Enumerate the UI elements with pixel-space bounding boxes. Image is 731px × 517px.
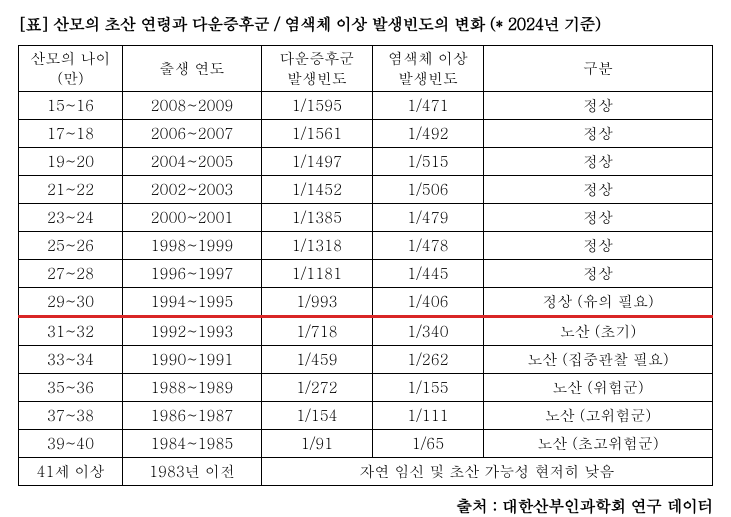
cell-down: 1/1595 bbox=[261, 92, 372, 120]
cell-chrom: 1/155 bbox=[372, 374, 483, 402]
cell-year: 2004~2005 bbox=[123, 148, 262, 176]
table-title: [표] 산모의 초산 연령과 다운증후군 / 염색체 이상 발생빈도의 변화 (… bbox=[18, 12, 713, 35]
cell-chrom: 1/478 bbox=[372, 232, 483, 260]
cell-age: 23~24 bbox=[19, 204, 123, 232]
cell-class: 노산 (초고위험군) bbox=[483, 430, 712, 458]
table-row: 39~401984~19851/911/65노산 (초고위험군) bbox=[19, 430, 713, 458]
table-row: 29~301994~19951/9931/406정상 (유의 필요) bbox=[19, 288, 713, 317]
cell-down: 1/91 bbox=[261, 430, 372, 458]
cell-class: 정상 bbox=[483, 204, 712, 232]
cell-class: 노산 (고위험군) bbox=[483, 402, 712, 430]
cell-chrom: 1/471 bbox=[372, 92, 483, 120]
cell-chrom: 1/340 bbox=[372, 317, 483, 346]
cell-chrom: 1/65 bbox=[372, 430, 483, 458]
cell-year: 1998~1999 bbox=[123, 232, 262, 260]
cell-age: 41세 이상 bbox=[19, 458, 123, 486]
table-row: 31~321992~19931/7181/340노산 (초기) bbox=[19, 317, 713, 346]
cell-age: 37~38 bbox=[19, 402, 123, 430]
table-row: 15~162008~20091/15951/471정상 bbox=[19, 92, 713, 120]
cell-class: 정상 bbox=[483, 92, 712, 120]
cell-chrom: 1/262 bbox=[372, 346, 483, 374]
cell-class: 정상 bbox=[483, 260, 712, 288]
cell-age: 25~26 bbox=[19, 232, 123, 260]
cell-chrom: 1/492 bbox=[372, 120, 483, 148]
header-chrom: 염색체 이상발생빈도 bbox=[372, 46, 483, 92]
cell-chrom: 1/445 bbox=[372, 260, 483, 288]
cell-class: 정상 (유의 필요) bbox=[483, 288, 712, 317]
cell-age: 35~36 bbox=[19, 374, 123, 402]
cell-year: 2008~2009 bbox=[123, 92, 262, 120]
cell-class: 노산 (위험군) bbox=[483, 374, 712, 402]
cell-down: 1/1497 bbox=[261, 148, 372, 176]
cell-chrom: 1/111 bbox=[372, 402, 483, 430]
table-row: 25~261998~19991/13181/478정상 bbox=[19, 232, 713, 260]
cell-age: 27~28 bbox=[19, 260, 123, 288]
cell-year: 1984~1985 bbox=[123, 430, 262, 458]
cell-class: 정상 bbox=[483, 232, 712, 260]
cell-class: 정상 bbox=[483, 120, 712, 148]
cell-down: 1/1318 bbox=[261, 232, 372, 260]
cell-year: 2002~2003 bbox=[123, 176, 262, 204]
cell-age: 39~40 bbox=[19, 430, 123, 458]
cell-chrom: 1/406 bbox=[372, 288, 483, 317]
table-row: 21~222002~20031/14521/506정상 bbox=[19, 176, 713, 204]
table-row: 27~281996~19971/11811/445정상 bbox=[19, 260, 713, 288]
cell-year: 2000~2001 bbox=[123, 204, 262, 232]
table-header-row: 산모의 나이(만) 출생 연도 다운증후군발생빈도 염색체 이상발생빈도 구분 bbox=[19, 46, 713, 92]
header-year: 출생 연도 bbox=[123, 46, 262, 92]
cell-year: 2006~2007 bbox=[123, 120, 262, 148]
table-row: 23~242000~20011/13851/479정상 bbox=[19, 204, 713, 232]
cell-age: 31~32 bbox=[19, 317, 123, 346]
cell-down: 1/272 bbox=[261, 374, 372, 402]
source-text: 출처 : 대한산부인과학회 연구 데이터 bbox=[18, 494, 713, 517]
cell-down: 1/1561 bbox=[261, 120, 372, 148]
cell-down: 1/1452 bbox=[261, 176, 372, 204]
table-row-last: 41세 이상1983년 이전자연 임신 및 초산 가능성 현저히 낮음 bbox=[19, 458, 713, 486]
cell-down: 1/718 bbox=[261, 317, 372, 346]
cell-year: 1996~1997 bbox=[123, 260, 262, 288]
cell-chrom: 1/479 bbox=[372, 204, 483, 232]
header-age: 산모의 나이(만) bbox=[19, 46, 123, 92]
table-row: 19~202004~20051/14971/515정상 bbox=[19, 148, 713, 176]
cell-down: 1/993 bbox=[261, 288, 372, 317]
cell-age: 17~18 bbox=[19, 120, 123, 148]
cell-year: 1990~1991 bbox=[123, 346, 262, 374]
cell-age: 19~20 bbox=[19, 148, 123, 176]
cell-down: 1/154 bbox=[261, 402, 372, 430]
cell-year: 1983년 이전 bbox=[123, 458, 262, 486]
cell-year: 1992~1993 bbox=[123, 317, 262, 346]
cell-year: 1994~1995 bbox=[123, 288, 262, 317]
cell-chrom: 1/515 bbox=[372, 148, 483, 176]
cell-age: 15~16 bbox=[19, 92, 123, 120]
cell-class: 정상 bbox=[483, 148, 712, 176]
cell-chrom: 1/506 bbox=[372, 176, 483, 204]
cell-age: 21~22 bbox=[19, 176, 123, 204]
table-body: 15~162008~20091/15951/471정상17~182006~200… bbox=[19, 92, 713, 486]
cell-down: 1/1385 bbox=[261, 204, 372, 232]
table-row: 17~182006~20071/15611/492정상 bbox=[19, 120, 713, 148]
cell-class: 정상 bbox=[483, 176, 712, 204]
cell-class: 노산 (집중관찰 필요) bbox=[483, 346, 712, 374]
cell-down: 1/459 bbox=[261, 346, 372, 374]
cell-down: 1/1181 bbox=[261, 260, 372, 288]
cell-age: 29~30 bbox=[19, 288, 123, 317]
table-row: 33~341990~19911/4591/262노산 (집중관찰 필요) bbox=[19, 346, 713, 374]
data-table: 산모의 나이(만) 출생 연도 다운증후군발생빈도 염색체 이상발생빈도 구분 … bbox=[18, 45, 713, 486]
table-row: 37~381986~19871/1541/111노산 (고위험군) bbox=[19, 402, 713, 430]
cell-merged: 자연 임신 및 초산 가능성 현저히 낮음 bbox=[261, 458, 712, 486]
cell-year: 1988~1989 bbox=[123, 374, 262, 402]
cell-age: 33~34 bbox=[19, 346, 123, 374]
cell-class: 노산 (초기) bbox=[483, 317, 712, 346]
cell-year: 1986~1987 bbox=[123, 402, 262, 430]
header-class: 구분 bbox=[483, 46, 712, 92]
table-row: 35~361988~19891/2721/155노산 (위험군) bbox=[19, 374, 713, 402]
header-down: 다운증후군발생빈도 bbox=[261, 46, 372, 92]
